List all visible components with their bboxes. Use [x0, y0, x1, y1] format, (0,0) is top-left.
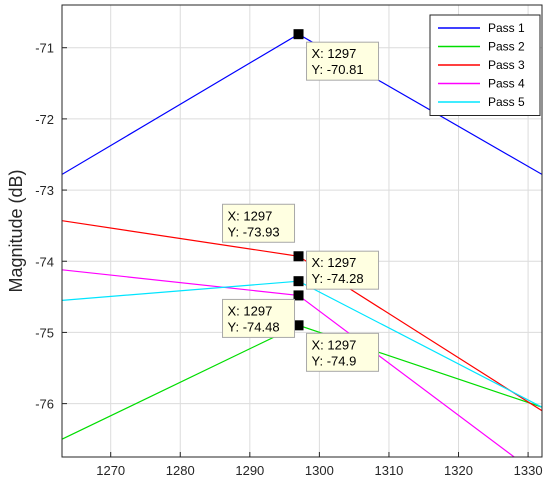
datatip-marker — [293, 320, 304, 331]
datatip-box — [306, 250, 380, 290]
datatip-box — [222, 203, 296, 243]
legend[interactable]: Pass 1 Pass 2 Pass 3 Pass 4 Pass 5 — [429, 14, 541, 116]
plot-frame — [61, 4, 543, 458]
x-tick-label: 1310 — [374, 463, 403, 478]
y-tick-label: -75 — [35, 325, 54, 340]
datatip-marker — [293, 290, 304, 301]
datatip-y-text: Y: -74.9 — [312, 353, 357, 368]
datatip-y-text: Y: -74.28 — [312, 271, 364, 286]
y-tick-label: -74 — [35, 254, 54, 269]
datatip-marker — [293, 251, 304, 262]
y-tick-label: -73 — [35, 183, 54, 198]
datatip-x-text: X: 1297 — [312, 46, 357, 61]
y-tick-label: -76 — [35, 397, 54, 412]
y-axis-label: Magnitude (dB) — [6, 169, 26, 292]
y-tick-label: -71 — [35, 41, 54, 56]
datatip-y-text: Y: -73.93 — [228, 224, 280, 239]
datatip-marker — [293, 276, 304, 287]
legend-label-pass-5: Pass 5 — [488, 95, 525, 109]
datatip-x-text: X: 1297 — [228, 303, 273, 318]
legend-label-pass-4: Pass 4 — [488, 77, 525, 91]
x-tick-label: 1290 — [235, 463, 264, 478]
datatip-x-text: X: 1297 — [228, 208, 273, 223]
legend-label-pass-3: Pass 3 — [488, 58, 525, 72]
datatip-box — [222, 298, 296, 338]
datatip-y-text: Y: -70.81 — [312, 62, 364, 77]
x-tick-label: 1320 — [444, 463, 473, 478]
legend-label-pass-2: Pass 2 — [488, 40, 525, 54]
x-tick-label: 1280 — [166, 463, 195, 478]
datatip-x-text: X: 1297 — [312, 337, 357, 352]
x-tick-label: 1330 — [514, 463, 543, 478]
datatip-markers — [293, 29, 304, 331]
datatip-marker — [293, 29, 304, 40]
datatip-y-text: Y: -74.48 — [228, 319, 280, 334]
ticks: 1270 1280 1290 1300 1310 1320 1330 -71 -72 -73 -74… — [35, 41, 542, 478]
y-tick-label: -72 — [35, 112, 54, 127]
datatip-x-text: X: 1297 — [312, 255, 357, 270]
datatip-box — [306, 41, 380, 81]
datatip-box — [306, 332, 380, 372]
legend-label-pass-1: Pass 1 — [488, 21, 525, 35]
x-tick-label: 1270 — [96, 463, 125, 478]
x-tick-label: 1300 — [305, 463, 334, 478]
